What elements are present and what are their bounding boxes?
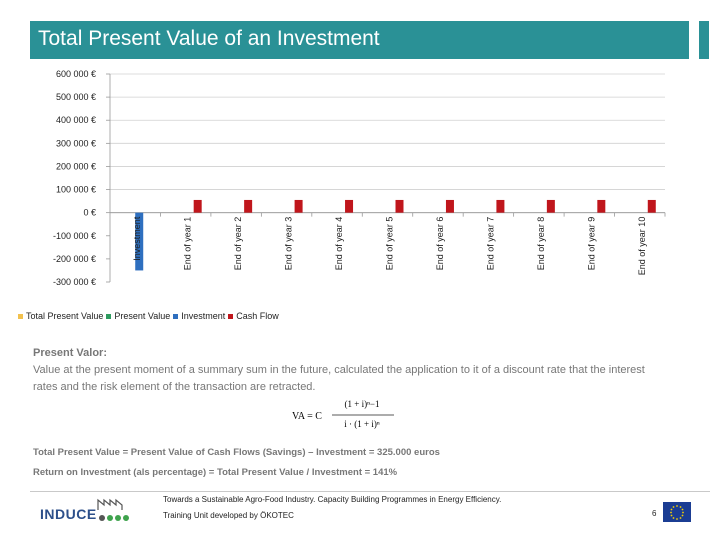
- bar-cash-flow: [597, 199, 606, 213]
- investment-chart: -300 000 € -200 000 € -100 000 € 0 € 100 000…: [53, 69, 666, 287]
- legend-label: Investment: [181, 311, 226, 321]
- legend-swatch: [106, 313, 112, 319]
- x-tick-label: End of year 2: [233, 217, 243, 271]
- formula-lhs: VA = C: [292, 411, 322, 422]
- legend-label: Present Value: [114, 311, 171, 321]
- bar-investment: [135, 212, 144, 271]
- y-tick-label: 300 000 €: [56, 138, 96, 148]
- footer-programme-text: Towards a Sustainable Agro-Food Industry…: [163, 495, 502, 504]
- x-tick-label: End of year 10: [637, 217, 647, 276]
- bar-cash-flow: [546, 199, 555, 213]
- summary-total-present-value: Total Present Value = Present Value of C…: [33, 447, 440, 458]
- definition-block: Present Valor: Value at the present mome…: [33, 345, 653, 396]
- title-accent-bar: [699, 21, 709, 59]
- y-tick-label: -200 000 €: [53, 254, 96, 264]
- definition-heading: Present Valor:: [33, 347, 107, 359]
- y-tick-label: 0 €: [83, 208, 96, 218]
- summary-return-on-investment: Return on Investment (als percentage) = …: [33, 467, 398, 478]
- legend-swatch: [228, 313, 234, 319]
- legend-item: Investment: [173, 311, 225, 321]
- bar-cash-flow: [496, 199, 505, 213]
- induce-logo: INDUCE: [36, 496, 146, 526]
- present-value-formula: VA = C (1 + i)ⁿ−1 i · (1 + i)ⁿ: [292, 399, 394, 429]
- x-tick-label: End of year 8: [536, 217, 546, 271]
- formula-denominator: i · (1 + i)ⁿ: [344, 419, 380, 429]
- x-tick-label: End of year 9: [586, 217, 596, 271]
- bar-cash-flow: [395, 199, 404, 213]
- y-tick-label: 200 000 €: [56, 161, 96, 171]
- legend-swatch: [18, 313, 23, 319]
- page-number: 6: [652, 509, 657, 518]
- footer-credit-text: Training Unit developed by ÖKOTEC: [163, 511, 294, 520]
- legend-label: Cash Flow: [236, 311, 279, 321]
- legend-item: Cash Flow: [228, 311, 279, 321]
- y-tick-label: 500 000 €: [56, 92, 96, 102]
- page-title: Total Present Value of an Investment: [38, 27, 380, 50]
- legend-item: Present Value: [106, 311, 170, 321]
- bar-cash-flow: [244, 199, 253, 213]
- y-tick-label: -100 000 €: [53, 231, 96, 241]
- x-tick-label: End of year 4: [334, 217, 344, 271]
- title-bar: Total Present Value of an Investment: [30, 21, 689, 59]
- x-tick-label: End of year 6: [435, 217, 445, 271]
- bar-cash-flow: [345, 199, 354, 213]
- legend-swatch: [173, 313, 179, 319]
- legend-item: Total Present Value: [18, 311, 103, 321]
- eu-flag-icon: [663, 502, 691, 522]
- bar-cash-flow: [647, 199, 656, 213]
- x-tick-label: End of year 1: [183, 217, 193, 271]
- eu-stars: [670, 505, 684, 520]
- x-tick-label: Investment: [132, 216, 142, 261]
- y-tick-label: 400 000 €: [56, 115, 96, 125]
- y-tick-label: 600 000 €: [56, 69, 96, 79]
- x-tick-label: End of year 3: [284, 217, 294, 271]
- x-tick-label: End of year 7: [485, 217, 495, 271]
- bar-cash-flow: [193, 199, 202, 213]
- logo-text: INDUCE: [40, 506, 97, 522]
- y-tick-label: 100 000 €: [56, 185, 96, 195]
- bar-cash-flow: [445, 199, 454, 213]
- x-tick-label: End of year 5: [385, 217, 395, 271]
- factory-icon: [97, 498, 129, 521]
- definition-text: Value at the present moment of a summary…: [33, 364, 645, 393]
- bar-cash-flow: [294, 199, 303, 213]
- footer-divider: [30, 491, 710, 492]
- chart-legend: Total Present Value Present Value Investme…: [18, 311, 282, 321]
- formula-numerator: (1 + i)ⁿ−1: [345, 399, 380, 409]
- y-tick-label: -300 000 €: [53, 277, 96, 287]
- legend-label: Total Present Value: [26, 311, 104, 321]
